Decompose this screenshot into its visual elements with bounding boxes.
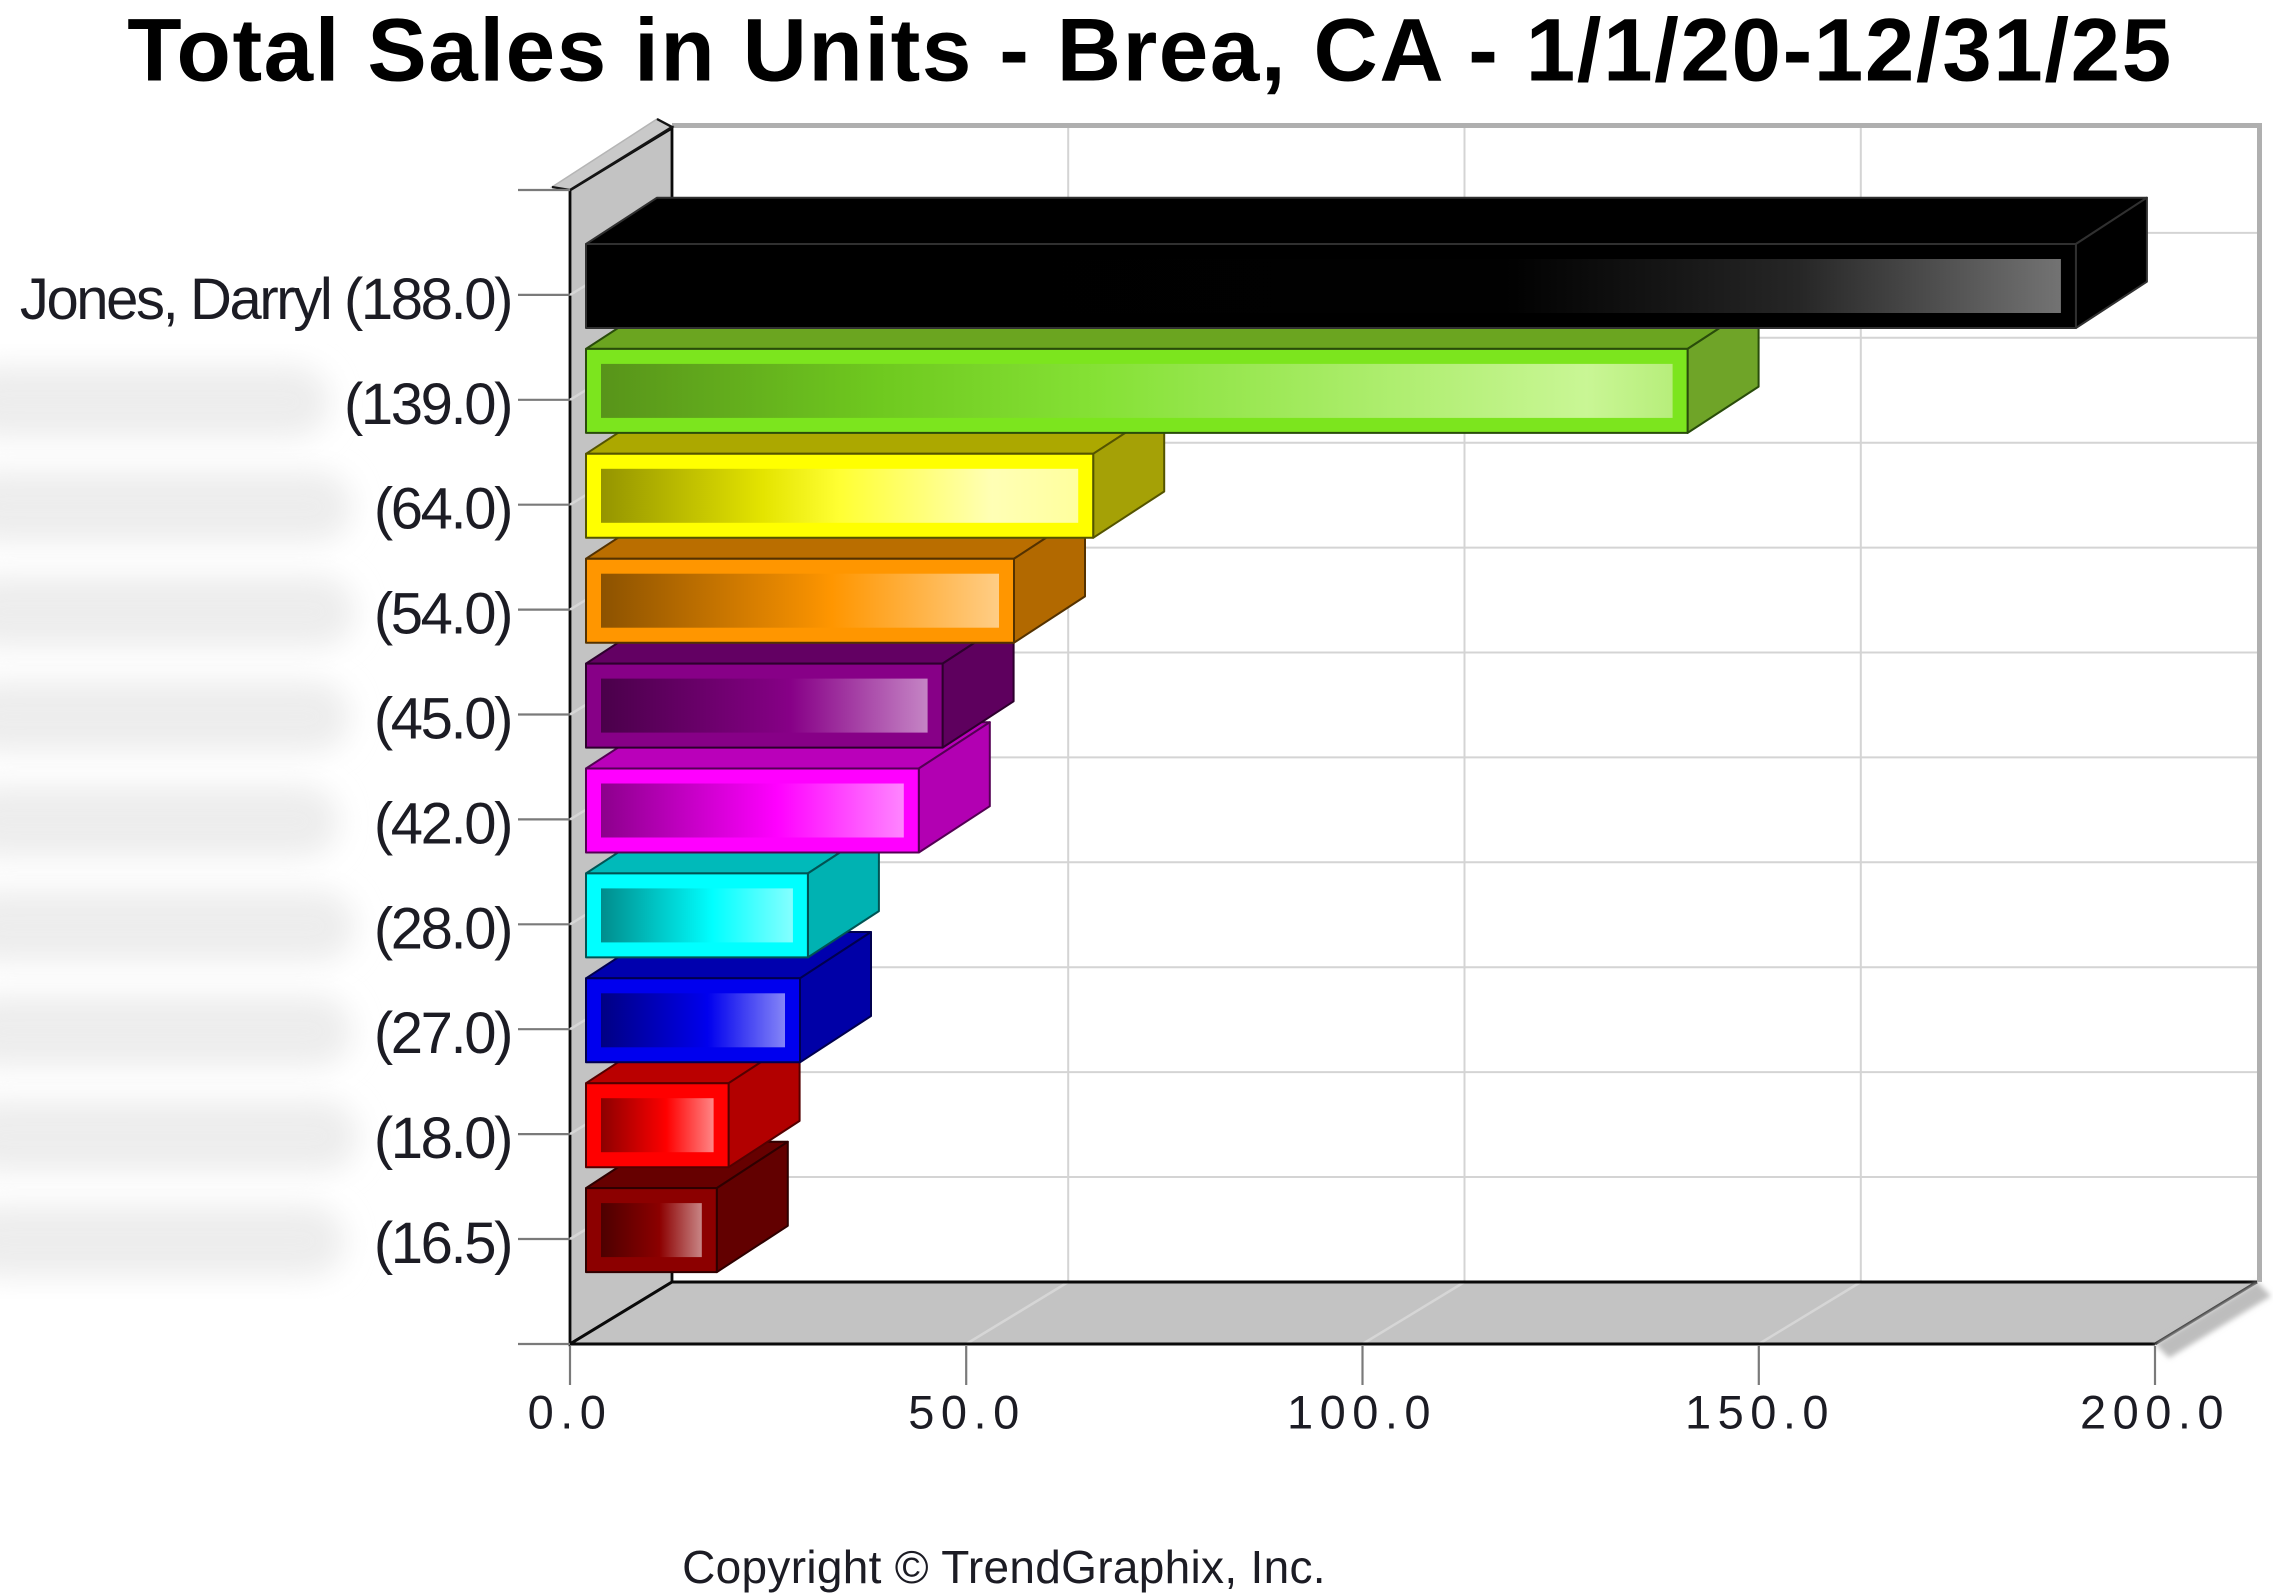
svg-text:(54.0): (54.0) [374, 582, 511, 647]
svg-text:200.0: 200.0 [2080, 1386, 2230, 1439]
svg-text:Copyright © TrendGraphix, Inc.: Copyright © TrendGraphix, Inc. [682, 1541, 1326, 1593]
svg-text:(18.0): (18.0) [374, 1106, 511, 1171]
svg-text:(64.0): (64.0) [374, 477, 511, 542]
svg-text:(16.5): (16.5) [374, 1211, 511, 1276]
svg-text:(42.0): (42.0) [374, 791, 511, 856]
svg-text:Jones, Darryl (188.0): Jones, Darryl (188.0) [20, 267, 511, 332]
svg-text:(139.0): (139.0) [344, 372, 511, 437]
svg-text:150.0: 150.0 [1685, 1386, 1835, 1439]
svg-text:(27.0): (27.0) [374, 1001, 511, 1066]
svg-text:100.0: 100.0 [1287, 1386, 1437, 1439]
svg-text:Total Sales in Units - Brea, C: Total Sales in Units - Brea, CA - 1/1/20… [127, 0, 2173, 100]
svg-text:50.0: 50.0 [908, 1386, 1025, 1439]
svg-text:0.0: 0.0 [528, 1386, 613, 1439]
svg-text:(28.0): (28.0) [374, 896, 511, 961]
svg-text:(45.0): (45.0) [374, 687, 511, 752]
